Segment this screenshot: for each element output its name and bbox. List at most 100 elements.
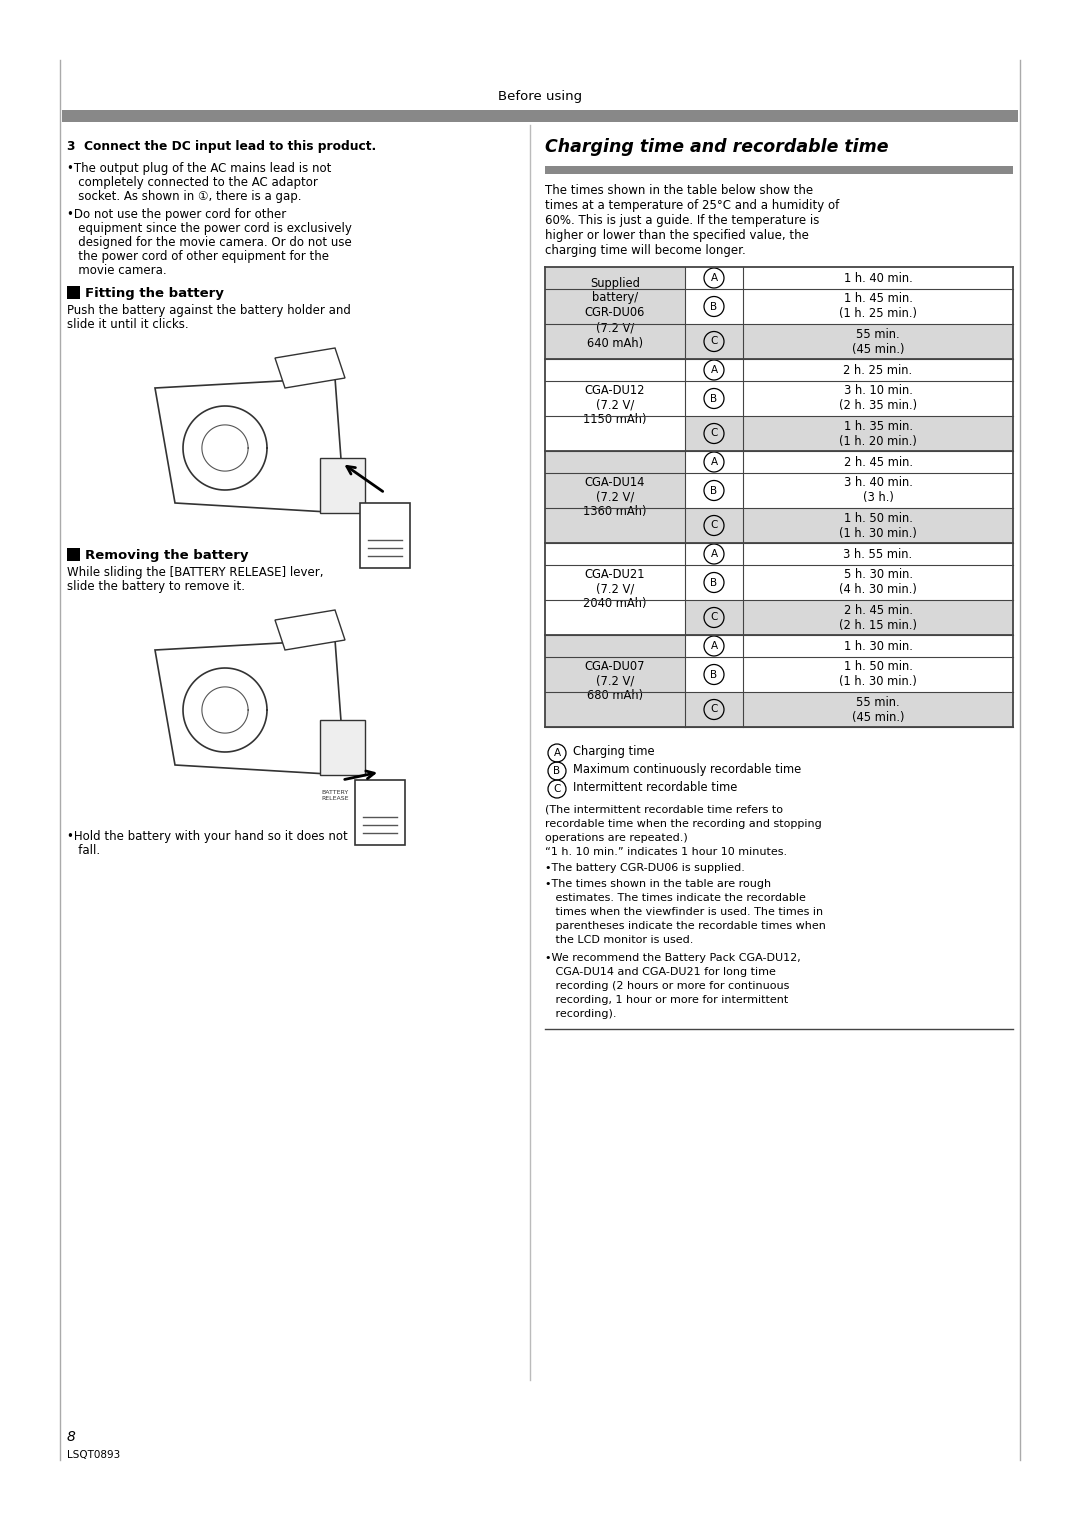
Bar — [545, 452, 685, 543]
Text: slide it until it clicks.: slide it until it clicks. — [67, 317, 189, 331]
Polygon shape — [275, 348, 345, 388]
Text: CGA-DU14
(7.2 V/
1360 mAh): CGA-DU14 (7.2 V/ 1360 mAh) — [583, 476, 647, 519]
Text: •Do not use the power cord for other: •Do not use the power cord for other — [67, 208, 286, 221]
Text: 5 h. 30 min.
(4 h. 30 min.): 5 h. 30 min. (4 h. 30 min.) — [839, 569, 917, 597]
Text: 1 h. 50 min.
(1 h. 30 min.): 1 h. 50 min. (1 h. 30 min.) — [839, 661, 917, 688]
Text: 1 h. 45 min.
(1 h. 25 min.): 1 h. 45 min. (1 h. 25 min.) — [839, 293, 917, 320]
Text: CGA-DU14 and CGA-DU21 for long time: CGA-DU14 and CGA-DU21 for long time — [545, 967, 775, 977]
Text: recordable time when the recording and stopping: recordable time when the recording and s… — [545, 819, 822, 829]
Text: 3 h. 55 min.: 3 h. 55 min. — [843, 548, 913, 560]
Bar — [743, 543, 1013, 565]
Text: 60%. This is just a guide. If the temperature is: 60%. This is just a guide. If the temper… — [545, 214, 820, 227]
Bar — [743, 600, 1013, 635]
Text: 55 min.
(45 min.): 55 min. (45 min.) — [852, 328, 904, 356]
Bar — [743, 417, 1013, 452]
Text: equipment since the power cord is exclusively: equipment since the power cord is exclus… — [67, 221, 352, 235]
Text: While sliding the [BATTERY RELEASE] lever,: While sliding the [BATTERY RELEASE] leve… — [67, 566, 324, 578]
Text: Intermittent recordable time: Intermittent recordable time — [573, 781, 738, 794]
Bar — [685, 691, 743, 726]
Bar — [743, 382, 1013, 417]
Bar — [743, 267, 1013, 288]
Text: times at a temperature of 25°C and a humidity of: times at a temperature of 25°C and a hum… — [545, 198, 839, 212]
Bar — [685, 452, 743, 473]
Text: A: A — [553, 748, 561, 758]
Text: 3 h. 10 min.
(2 h. 35 min.): 3 h. 10 min. (2 h. 35 min.) — [839, 385, 917, 412]
Bar — [360, 504, 410, 568]
Bar — [545, 635, 685, 726]
Bar — [685, 600, 743, 635]
Text: 3 h. 40 min.
(3 h.): 3 h. 40 min. (3 h.) — [843, 476, 913, 505]
Text: Charging time and recordable time: Charging time and recordable time — [545, 137, 889, 156]
Bar — [320, 458, 365, 513]
Text: fall.: fall. — [67, 844, 100, 858]
Text: A: A — [711, 365, 717, 375]
Text: “1 h. 10 min.” indicates 1 hour 10 minutes.: “1 h. 10 min.” indicates 1 hour 10 minut… — [545, 847, 787, 858]
Text: A: A — [711, 456, 717, 467]
Bar — [685, 565, 743, 600]
Text: Supplied
battery/
CGR-DU06
(7.2 V/
640 mAh): Supplied battery/ CGR-DU06 (7.2 V/ 640 m… — [584, 276, 645, 349]
Text: Fitting the battery: Fitting the battery — [85, 287, 224, 301]
Text: 2 h. 45 min.
(2 h. 15 min.): 2 h. 45 min. (2 h. 15 min.) — [839, 603, 917, 632]
Text: estimates. The times indicate the recordable: estimates. The times indicate the record… — [545, 893, 806, 903]
Text: the LCD monitor is used.: the LCD monitor is used. — [545, 935, 693, 945]
Bar — [685, 382, 743, 417]
Text: C: C — [711, 705, 718, 714]
Bar — [320, 720, 365, 775]
Bar — [355, 780, 405, 845]
Text: 2 h. 25 min.: 2 h. 25 min. — [843, 363, 913, 377]
Bar — [67, 548, 80, 562]
Text: CGA-DU21
(7.2 V/
2040 mAh): CGA-DU21 (7.2 V/ 2040 mAh) — [583, 568, 647, 610]
Text: operations are repeated.): operations are repeated.) — [545, 833, 688, 842]
Bar — [685, 635, 743, 658]
Polygon shape — [156, 378, 345, 513]
Text: A: A — [711, 273, 717, 282]
Polygon shape — [275, 610, 345, 650]
Bar — [685, 473, 743, 508]
Text: (The intermittent recordable time refers to: (The intermittent recordable time refers… — [545, 806, 783, 815]
Bar — [685, 508, 743, 543]
Bar — [685, 288, 743, 324]
Bar — [685, 267, 743, 288]
Bar — [743, 473, 1013, 508]
Text: B: B — [711, 670, 717, 679]
Text: movie camera.: movie camera. — [67, 264, 166, 278]
Text: recording).: recording). — [545, 1009, 617, 1019]
Bar — [743, 288, 1013, 324]
Bar — [743, 324, 1013, 359]
Text: •The output plug of the AC mains lead is not: •The output plug of the AC mains lead is… — [67, 162, 332, 175]
Bar — [743, 635, 1013, 658]
Text: 1 h. 50 min.
(1 h. 30 min.): 1 h. 50 min. (1 h. 30 min.) — [839, 511, 917, 540]
Text: Push the battery against the battery holder and: Push the battery against the battery hol… — [67, 304, 351, 317]
Text: the power cord of other equipment for the: the power cord of other equipment for th… — [67, 250, 329, 262]
Text: •Hold the battery with your hand so it does not: •Hold the battery with your hand so it d… — [67, 830, 348, 842]
Text: Maximum continuously recordable time: Maximum continuously recordable time — [573, 763, 801, 777]
Bar — [743, 565, 1013, 600]
Text: The times shown in the table below show the: The times shown in the table below show … — [545, 185, 813, 197]
Text: slide the battery to remove it.: slide the battery to remove it. — [67, 580, 245, 594]
Text: recording (2 hours or more for continuous: recording (2 hours or more for continuou… — [545, 981, 789, 990]
Text: 55 min.
(45 min.): 55 min. (45 min.) — [852, 696, 904, 723]
Text: recording, 1 hour or more for intermittent: recording, 1 hour or more for intermitte… — [545, 995, 788, 1006]
Text: C: C — [711, 337, 718, 346]
Text: 8: 8 — [67, 1430, 76, 1444]
Bar — [545, 543, 685, 635]
Text: 2 h. 45 min.: 2 h. 45 min. — [843, 455, 913, 468]
Text: Before using: Before using — [498, 90, 582, 102]
Bar — [743, 359, 1013, 382]
Text: C: C — [553, 784, 561, 794]
Text: 1 h. 30 min.: 1 h. 30 min. — [843, 639, 913, 653]
Text: parentheses indicate the recordable times when: parentheses indicate the recordable time… — [545, 922, 826, 931]
Text: •The times shown in the table are rough: •The times shown in the table are rough — [545, 879, 771, 890]
Bar — [685, 324, 743, 359]
Bar — [545, 166, 1013, 174]
Bar — [743, 691, 1013, 726]
Text: higher or lower than the specified value, the: higher or lower than the specified value… — [545, 229, 809, 243]
Text: Charging time: Charging time — [573, 745, 654, 758]
Bar — [545, 359, 685, 452]
Text: socket. As shown in ①, there is a gap.: socket. As shown in ①, there is a gap. — [67, 191, 301, 203]
Text: B: B — [711, 394, 717, 403]
Text: •The battery CGR-DU06 is supplied.: •The battery CGR-DU06 is supplied. — [545, 864, 745, 873]
Bar — [685, 417, 743, 452]
Text: C: C — [711, 520, 718, 531]
Text: LSQT0893: LSQT0893 — [67, 1450, 120, 1460]
